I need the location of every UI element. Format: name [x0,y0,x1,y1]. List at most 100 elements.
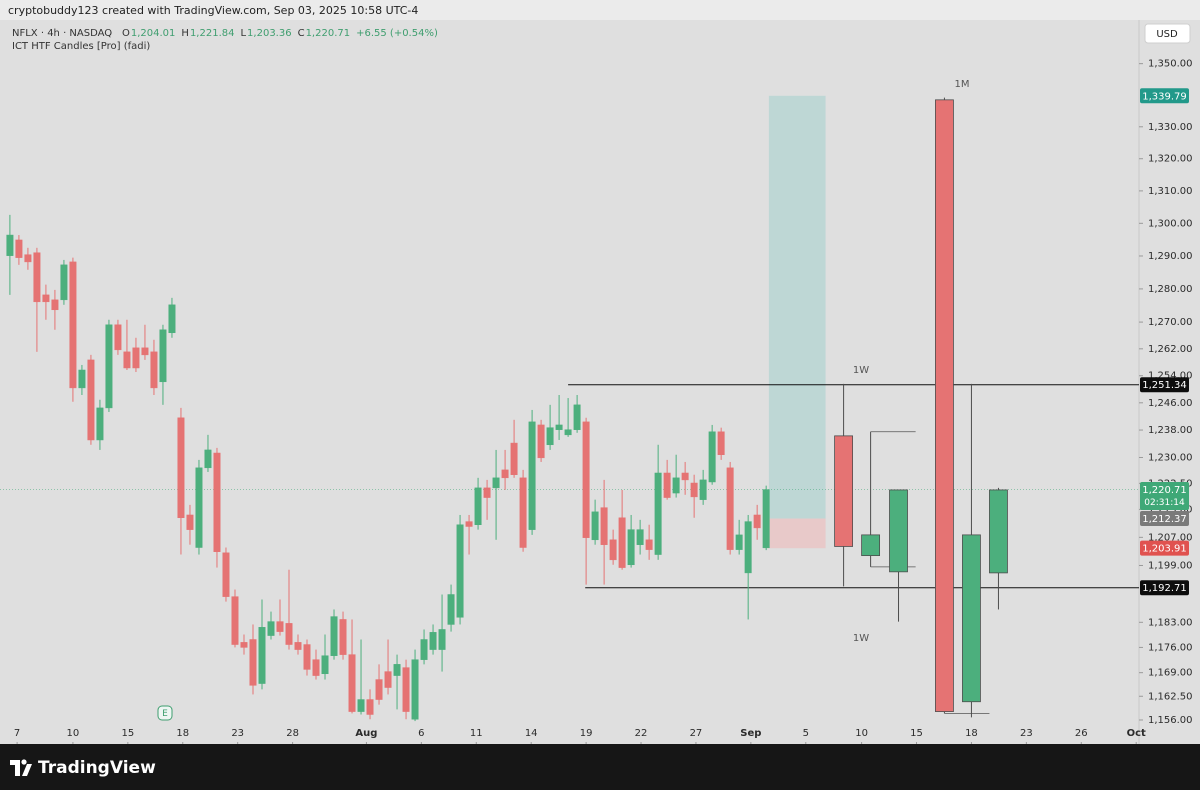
price-label: 1,339.79 [1142,91,1187,102]
candle-body [348,654,356,712]
candle-body [699,479,707,500]
candle-body [159,329,167,383]
legend-key: L [240,28,246,39]
candle-body [312,659,320,676]
currency-button[interactable] [1144,23,1191,44]
y-tick-label: 1,270.00 [1148,317,1193,328]
candle-body [753,514,761,529]
price-label-box [1140,540,1189,556]
event-label[interactable]: E [162,709,168,719]
candle-body [555,424,563,430]
candle-body [744,521,752,574]
candle-body [645,539,653,550]
candle-body [366,699,374,715]
brand-logo-dot [21,759,27,765]
x-tick-label: Aug [355,728,377,739]
price-label: 1,220.71 [1142,485,1187,496]
y-tick-label: 1,280.00 [1148,284,1193,295]
candle-body [537,424,545,459]
candle-body [249,639,257,686]
candle-body [42,294,50,303]
candle-body [60,264,68,301]
candle-body [105,324,113,409]
event-badge[interactable] [157,705,173,721]
price-label: 1,212.37 [1142,514,1187,525]
currency[interactable]: USD [1156,29,1178,40]
price-label: 1,251.34 [1142,380,1187,391]
y-tick-label: 1,246.00 [1148,398,1193,409]
x-tick-label: Sep [740,728,761,739]
candle-body [962,534,981,703]
candle-body [177,417,185,519]
legend-value: 1,220.71 [306,28,351,39]
price-label-box [1140,88,1189,104]
x-tick-label: 26 [1075,728,1088,739]
candle-body [582,421,590,538]
countdown: 02:31:14 [1144,498,1185,508]
candle-body [240,642,248,648]
candle-body [690,482,698,498]
candle-body [150,351,158,389]
candle-body [69,261,77,389]
candle-body [483,487,491,498]
legend-value: 1,221.84 [190,28,235,39]
y-tick-label: 1,330.00 [1148,122,1193,133]
y-tick-label: 1,176.00 [1148,642,1193,653]
candle-body [24,254,32,263]
candle-body [141,347,149,356]
legend-value: 1,204.01 [131,28,176,39]
chart-background [0,0,1200,744]
legend-change: +6.55 (+0.54%) [356,28,438,39]
candle-body [411,659,419,720]
price-label-box [1140,511,1189,527]
symbol: NFLX · 4h · NASDAQ [12,28,112,39]
y-tick-label: 1,162.50 [1148,691,1193,702]
y-tick-label: 1,199.00 [1148,560,1193,571]
y-tick-label: 1,290.00 [1148,251,1193,262]
x-tick-label: 15 [910,728,923,739]
candle-body [573,404,581,430]
legend-key: O [122,28,130,39]
candle-body [294,642,302,650]
byline: cryptobuddy123 created with TradingView.… [8,4,418,17]
candle-body [762,489,770,549]
candle-body [438,629,446,650]
candle-body [258,627,266,684]
y-tick-label: 1,230.00 [1148,452,1193,463]
candle-body [735,534,743,550]
candle-body [989,489,1008,574]
event-marker[interactable]: E [157,705,173,721]
candle-body [600,507,608,545]
candle-body [303,644,311,670]
candle-body [889,489,908,573]
y-tick-label: 1,310.00 [1148,186,1193,197]
candle-body [654,472,662,555]
candle-body [87,359,95,441]
candle-body [501,469,509,479]
price-label-box [1140,482,1189,511]
y-tick-label: 1,238.00 [1148,425,1193,436]
candle-body [429,632,437,650]
candle-body [222,552,230,597]
candle-body [726,467,734,550]
y-tick-label: 1,169.00 [1148,668,1193,679]
y-tick-label: 1,156.00 [1148,715,1193,726]
y-tick-label: 1,320.00 [1148,154,1193,165]
htf-label: 1W [853,365,869,376]
x-tick-label: 27 [690,728,703,739]
y-tick-label: 1,207.00 [1148,532,1193,543]
candle-body [357,699,365,712]
candle-body [546,427,554,446]
candle-body [114,324,122,351]
x-tick-label: 23 [1020,728,1033,739]
x-tick-label: 5 [803,728,809,739]
candle-body [591,511,599,541]
y-tick-label: 1,262.00 [1148,344,1193,355]
footer-bar [0,744,1200,790]
candle-body [663,472,671,498]
candle-body [636,529,644,545]
candle-body [935,99,954,712]
x-tick-label: 18 [965,728,978,739]
x-tick-label: 28 [286,728,299,739]
